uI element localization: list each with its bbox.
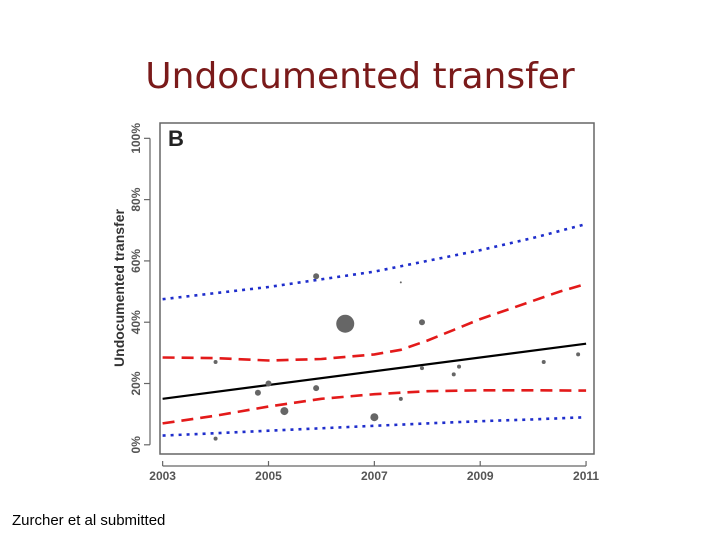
y-tick-label: 0% [129, 436, 143, 454]
footer-citation: Zurcher et al submitted [12, 512, 166, 529]
data-point-11 [418, 319, 425, 326]
series-line-fit-0 [162, 342, 587, 400]
x-axis: 2003 2005 2007 2009 2011 [149, 461, 599, 483]
plot-frame [159, 122, 595, 455]
y-tick-label: 100% [129, 123, 143, 154]
data-point-16 [576, 352, 581, 357]
y-tick-label: 80% [129, 187, 143, 211]
x-tick-label: 2007 [361, 469, 388, 483]
y-tick-label: 20% [129, 371, 143, 395]
data-point-3 [265, 380, 272, 387]
data-point-0 [213, 360, 218, 365]
series-line-ci-1 [162, 282, 587, 362]
series-line-ci-2 [162, 388, 587, 425]
data-point-15 [541, 360, 546, 365]
data-point-5 [313, 273, 320, 280]
series-layer [162, 222, 587, 437]
data-point-1 [213, 436, 218, 441]
data-point-2 [254, 389, 261, 396]
data-point-9 [398, 396, 403, 401]
slide-title: Undocumented transfer [145, 56, 575, 97]
y-tick-label: 40% [129, 310, 143, 334]
y-axis: 0% 20% 40% 60% 80% 100% [129, 123, 151, 454]
y-axis-title: Undocumented transfer [111, 208, 127, 366]
data-point-7 [336, 314, 355, 333]
series-line-pi-3 [162, 222, 587, 301]
x-tick-label: 2009 [467, 469, 494, 483]
data-point-4 [280, 407, 289, 416]
data-point-8 [370, 413, 379, 422]
x-tick-label: 2005 [255, 469, 282, 483]
x-tick-label: 2003 [149, 469, 176, 483]
x-tick-label: 2011 [573, 469, 599, 483]
data-point-14 [457, 364, 462, 369]
data-point-6 [313, 385, 320, 392]
series-line-pi-4 [162, 415, 587, 437]
y-tick-label: 60% [129, 249, 143, 273]
data-point-10 [399, 281, 402, 284]
points-layer [213, 273, 581, 441]
data-point-13 [451, 372, 456, 377]
data-point-12 [419, 366, 424, 371]
panel-label: B [168, 126, 184, 151]
